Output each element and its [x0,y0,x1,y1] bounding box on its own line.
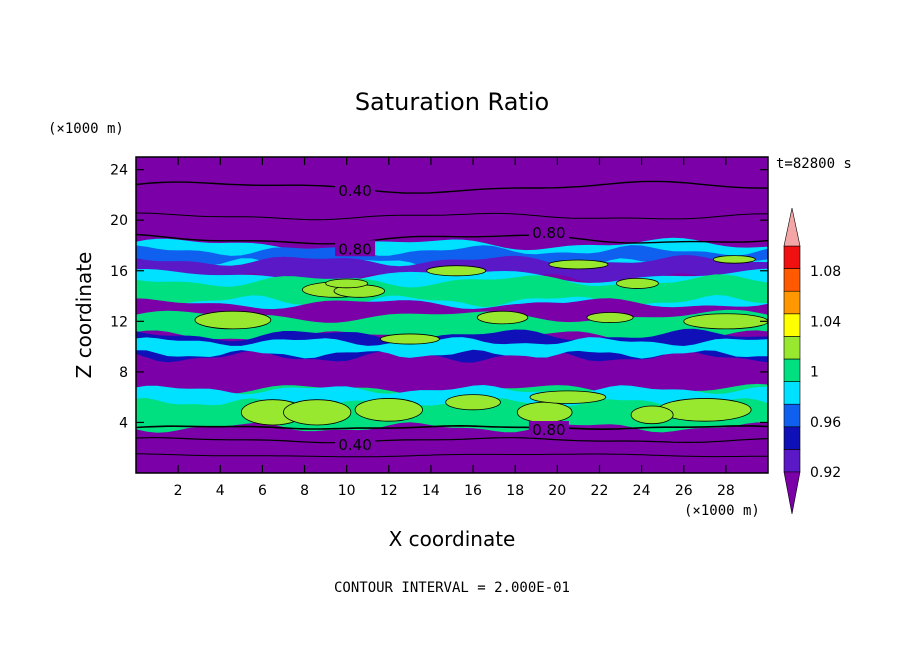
colorbar-segment [783,426,801,450]
x-tick-label: 6 [258,483,267,499]
x-tick-label: 12 [380,483,398,499]
contour-label-bg [528,223,569,240]
field-patch-lime [194,310,272,330]
colorbar-tick-label: 0.92 [810,465,841,481]
y-unit-label: (×1000 m) [48,121,124,137]
y-axis-ticks: 4 8 12 16 20 24 [110,163,768,431]
colorbar-under-arrow [783,471,801,515]
y-tick-label: 12 [110,314,128,330]
contour-line-040-top [136,180,768,194]
contour-label: 0.40 [338,436,371,454]
contour-line-080-upper [136,233,768,245]
contour-label-bg [528,421,569,438]
field-patch-lime [426,265,487,277]
colorbar-segment [783,336,801,360]
field-band-lower-mid-cyan [136,337,768,359]
contour-label-bg [335,182,376,199]
field-patch-lime [615,277,659,289]
x-unit-label: (×1000 m) [684,503,760,519]
x-axis-ticks: 2 4 6 8 10 12 14 16 18 20 22 24 26 28 [174,157,735,499]
contour-label: 0.80 [532,224,565,242]
x-tick-label: 20 [548,483,566,499]
x-axis-label: X coordinate [388,527,516,551]
contour-line-bottom [136,453,768,458]
contour-label: 0.80 [532,421,565,439]
field-patch-lime [445,394,501,411]
colorbar: 0.92 0.96 1 1.04 1.08 [783,207,841,515]
y-tick-label: 4 [119,415,128,431]
x-tick-label: 4 [216,483,225,499]
x-tick-label: 26 [675,483,693,499]
field-patch-lime [379,333,440,345]
x-tick-label: 28 [717,483,735,499]
field-patch-lime [712,255,756,264]
contour-line-upper [136,212,768,221]
contour-label-bg [335,240,376,257]
x-tick-label: 10 [338,483,356,499]
y-tick-label: 16 [110,264,128,280]
colorbar-segment [783,381,801,405]
x-tick-label: 14 [422,483,440,499]
field-patch-lime [283,399,352,426]
colorbar-segment [783,268,801,292]
contour-label-bg [335,436,376,453]
y-axis-label: Z coordinate [72,251,96,379]
field-patch-lime [586,312,634,323]
chart-title: Saturation Ratio [354,88,550,116]
field-patch-lime [476,310,529,325]
field-band-mid-dark [136,298,768,324]
field-patch-lime [548,259,609,270]
x-tick-label: 24 [633,483,651,499]
contour-label: 0.40 [338,182,371,200]
contour-line-040-bottom [136,437,768,444]
x-tick-label: 8 [300,483,309,499]
field-band-bottom-cyan [136,385,768,407]
plot-frame [135,156,769,474]
contour-line-080-lower [136,424,768,431]
field-patch-lime [354,398,423,422]
colorbar-segment [783,245,801,269]
contour-label: 0.80 [338,240,371,258]
x-tick-label: 18 [506,483,524,499]
colorbar-tick-label: 1.08 [810,264,841,280]
field-patch-lime [516,401,573,423]
x-tick-label: 22 [591,483,609,499]
contour-interval-note: CONTOUR INTERVAL = 2.000E-01 [333,580,570,596]
x-tick-label: 16 [464,483,482,499]
y-tick-label: 24 [110,163,128,179]
colorbar-segment [783,449,801,473]
colorbar-tick-label: 0.96 [810,415,841,431]
colorbar-tick-label: 1.04 [810,314,841,330]
colorbar-tick-label: 1 [810,365,819,381]
colorbar-over-arrow [783,207,801,247]
contour-labels: 0.40 0.80 0.80 0.80 0.40 [335,182,569,454]
time-label: t=82800 s [776,156,852,172]
colorbar-segment [783,313,801,337]
y-tick-label: 20 [110,213,128,229]
field-patch-lime [529,390,607,404]
plot-area [136,157,768,473]
colorbar-segment [783,358,801,382]
x-tick-label: 2 [174,483,183,499]
colorbar-segment [783,403,801,428]
colorbar-segment [783,290,801,315]
y-tick-label: 8 [119,365,128,381]
field-patch-lime [683,313,768,330]
field-patch-lime [325,278,369,289]
field-patch-lime [630,405,674,425]
